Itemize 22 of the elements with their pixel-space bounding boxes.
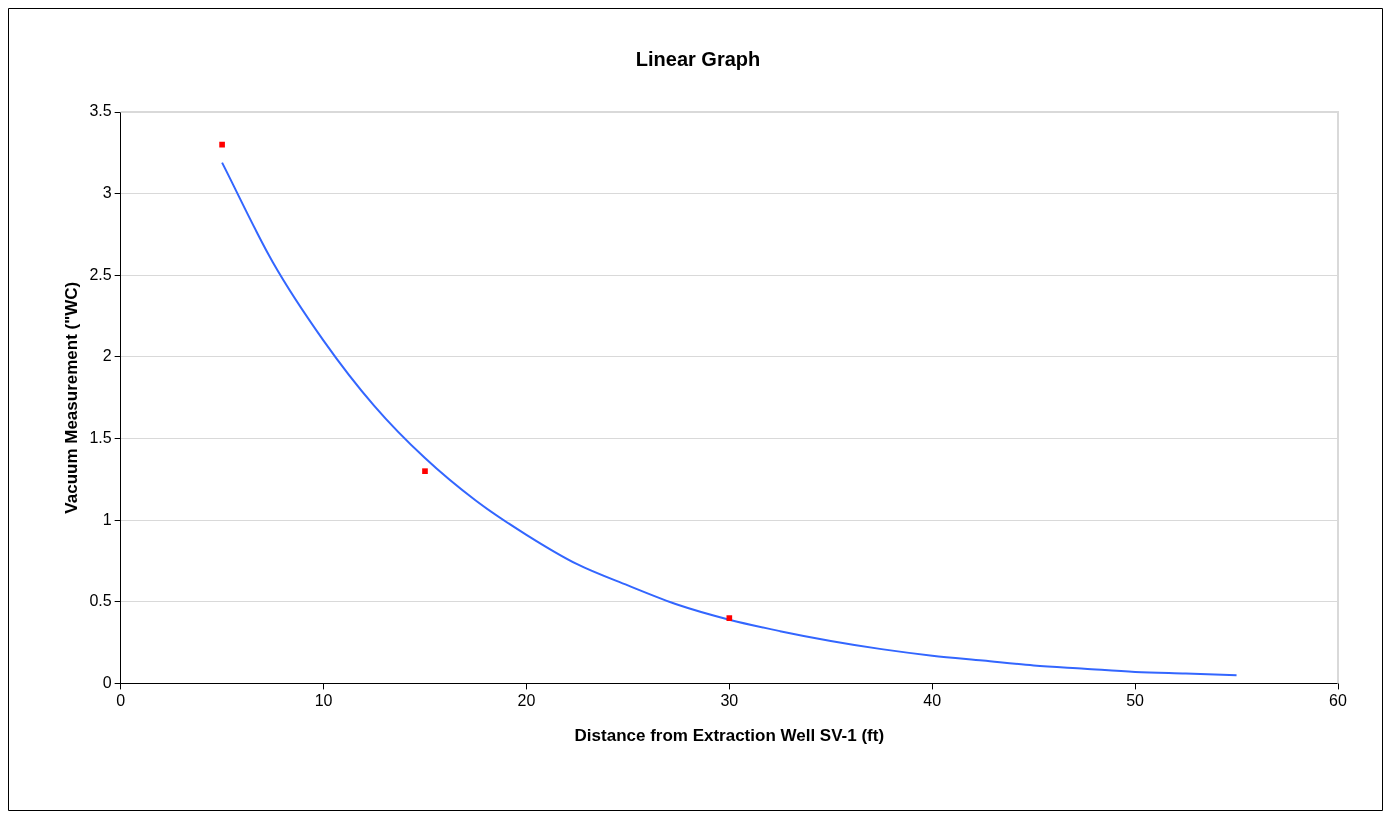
y-tick-label: 0.5 [89, 592, 112, 610]
y-tick-label: 0 [102, 673, 112, 691]
point [726, 615, 733, 621]
x-tick-label: 50 [1126, 692, 1145, 710]
x-tick-label: 60 [1329, 692, 1347, 710]
y-tick-label: 2.5 [89, 265, 112, 283]
y-tick-label: 3.5 [89, 102, 112, 120]
y-tick-label: 1.5 [89, 428, 112, 446]
y-tick-label: 1 [102, 510, 112, 528]
y-tick-label: 3 [102, 184, 112, 202]
y-axis-title: Vacuum Measurement ("WC) [61, 281, 81, 514]
x-tick-label: 10 [314, 692, 333, 710]
point [219, 141, 225, 148]
x-tick-label: 40 [923, 692, 942, 710]
x-tick-label: 0 [116, 692, 126, 710]
line-series [221, 161, 1238, 677]
x-tick-label: 20 [517, 692, 536, 710]
point [422, 468, 428, 474]
x-tick-label: 30 [720, 692, 739, 710]
x-axis-title: Distance from Extraction Well SV-1 (ft) [574, 726, 885, 746]
chart-title: Linear Graph [635, 47, 761, 70]
y-tick-label: 2 [102, 347, 112, 365]
